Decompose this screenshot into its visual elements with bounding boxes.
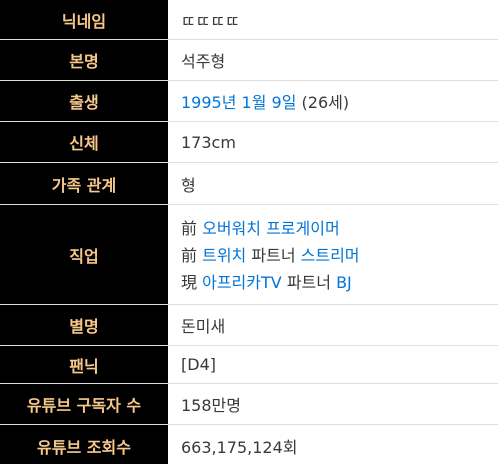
label-family: 가족 관계	[0, 162, 168, 205]
value-views: 663,175,124회	[168, 424, 498, 464]
row-views: 유튜브 조회수 663,175,124회	[0, 424, 498, 464]
birth-date-link[interactable]: 1월 9일	[241, 93, 297, 112]
job-line-1: 前 오버워치 프로게이머	[181, 215, 498, 242]
label-alias: 별명	[0, 304, 168, 346]
row-family: 가족 관계 형	[0, 162, 498, 205]
label-birth: 출생	[0, 80, 168, 122]
job-3-mid: 파트너	[286, 272, 331, 292]
value-nickname: ㄸㄸㄸㄸ	[168, 0, 498, 40]
job-line-2: 前 트위치 파트너 스트리머	[181, 242, 498, 269]
label-views: 유튜브 조회수	[0, 424, 168, 464]
row-nickname: 닉네임 ㄸㄸㄸㄸ	[0, 0, 498, 40]
job-3-link2[interactable]: BJ	[336, 272, 352, 292]
value-subscribers: 158만명	[168, 383, 498, 425]
job-1-link[interactable]: 오버워치 프로게이머	[202, 218, 340, 238]
row-birth: 출생 1995년 1월 9일 (26세)	[0, 80, 498, 122]
row-fandom: 팬닉 [D4]	[0, 345, 498, 384]
value-body: 173cm	[168, 121, 498, 163]
row-realname: 본명 석주형	[0, 39, 498, 81]
birth-year-link[interactable]: 1995년	[181, 93, 237, 112]
row-alias: 별명 돈미새	[0, 304, 498, 346]
row-job: 직업 前 오버워치 프로게이머 前 트위치 파트너 스트리머 現 아프리카TV …	[0, 204, 498, 305]
job-2-prefix: 前	[181, 245, 198, 265]
row-body: 신체 173cm	[0, 121, 498, 163]
job-2-link2[interactable]: 스트리머	[300, 245, 360, 265]
job-1-prefix: 前	[181, 218, 198, 238]
label-fandom: 팬닉	[0, 345, 168, 384]
value-job: 前 오버워치 프로게이머 前 트위치 파트너 스트리머 現 아프리카TV 파트너…	[168, 204, 498, 305]
label-realname: 본명	[0, 39, 168, 81]
value-fandom: [D4]	[168, 345, 498, 384]
value-realname: 석주형	[168, 39, 498, 81]
row-subscribers: 유튜브 구독자 수 158만명	[0, 383, 498, 425]
value-birth: 1995년 1월 9일 (26세)	[168, 80, 498, 122]
label-subscribers: 유튜브 구독자 수	[0, 383, 168, 425]
birth-age: (26세)	[301, 93, 350, 112]
job-2-mid: 파트너	[251, 245, 296, 265]
label-nickname: 닉네임	[0, 0, 168, 40]
label-job: 직업	[0, 204, 168, 305]
value-alias: 돈미새	[168, 304, 498, 346]
label-body: 신체	[0, 121, 168, 163]
value-family: 형	[168, 162, 498, 205]
job-3-link[interactable]: 아프리카TV	[202, 272, 282, 292]
job-3-prefix: 現	[181, 272, 198, 292]
job-line-3: 現 아프리카TV 파트너 BJ	[181, 269, 498, 296]
job-2-link[interactable]: 트위치	[202, 245, 247, 265]
